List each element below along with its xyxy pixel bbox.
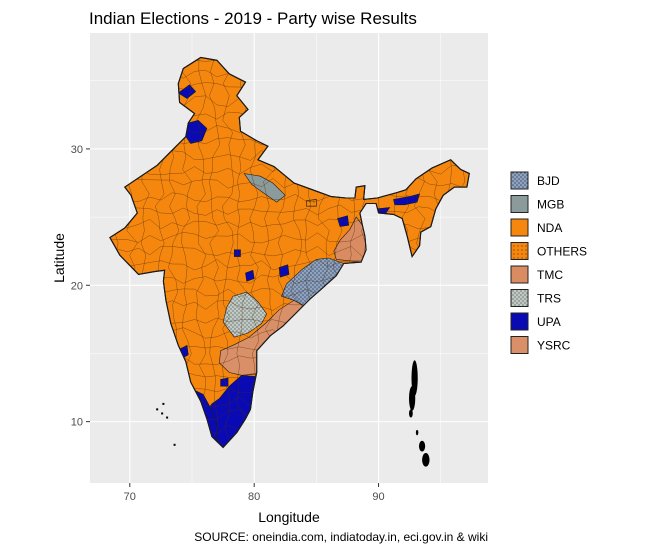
island xyxy=(415,429,419,436)
constituency-border-line xyxy=(109,218,470,230)
island xyxy=(161,412,164,415)
andaman-nicobar-islands xyxy=(409,360,430,467)
party-regions xyxy=(176,84,421,448)
island xyxy=(418,440,426,452)
island xyxy=(162,402,165,405)
legend-key-trs xyxy=(510,289,529,307)
legend-label-nda: NDA xyxy=(537,221,562,235)
legend-label-mgb: MGB xyxy=(537,198,564,212)
island xyxy=(409,409,413,418)
legend-key-nda xyxy=(510,218,529,237)
legend-label-trs: TRS xyxy=(537,292,561,306)
constituency-border-line xyxy=(109,245,470,257)
y-tick-label: 10 xyxy=(71,417,83,429)
constituency-border-line xyxy=(209,58,220,448)
region-upa-karnataka xyxy=(220,377,229,387)
legend-key-tmc xyxy=(510,265,529,284)
island xyxy=(422,453,430,467)
island xyxy=(409,386,416,411)
legend-key-bjd xyxy=(510,171,529,190)
legend-label-ysrc: YSRC xyxy=(537,339,571,353)
island xyxy=(166,416,169,419)
x-tick-label: 90 xyxy=(372,491,384,503)
legend-key-upa xyxy=(510,312,529,331)
legend-key-others xyxy=(510,242,529,260)
constituency-border-line xyxy=(109,191,470,203)
island xyxy=(173,443,176,446)
y-axis-title: Latitude xyxy=(51,233,67,283)
constituency-border-line xyxy=(109,204,470,216)
legend-label-bjd: BJD xyxy=(537,174,560,188)
legend: BJD MGB NDA OTHERS TMC TRS UPA YSRC xyxy=(510,171,587,354)
island xyxy=(156,408,159,411)
y-axis-ticks: 10 20 30 xyxy=(71,144,90,429)
region-upa-jharkhand xyxy=(337,215,350,227)
india-border xyxy=(109,56,470,449)
y-tick-label: 30 xyxy=(71,144,83,156)
region-upa-kashmir xyxy=(177,84,197,99)
x-tick-label: 80 xyxy=(248,491,260,503)
constituency-border-line xyxy=(109,231,470,244)
region-upa-maharashtra xyxy=(245,269,255,282)
source-note: SOURCE: oneindia.com, indiatoday.in, eci… xyxy=(194,530,488,544)
legend-label-tmc: TMC xyxy=(537,268,563,282)
legend-key-ysrc xyxy=(510,336,529,354)
x-axis-title: Longitude xyxy=(258,509,320,525)
x-axis-ticks: 70 80 90 xyxy=(124,483,385,503)
chart-title: Indian Elections - 2019 - Party wise Res… xyxy=(89,9,417,28)
y-tick-label: 20 xyxy=(71,280,83,292)
region-others-bihar xyxy=(306,199,317,207)
x-tick-label: 70 xyxy=(124,491,136,503)
legend-key-mgb xyxy=(510,195,529,213)
legend-label-upa: UPA xyxy=(537,315,561,329)
lakshadweep-islands xyxy=(156,402,176,446)
legend-label-others: OTHERS xyxy=(537,245,587,259)
